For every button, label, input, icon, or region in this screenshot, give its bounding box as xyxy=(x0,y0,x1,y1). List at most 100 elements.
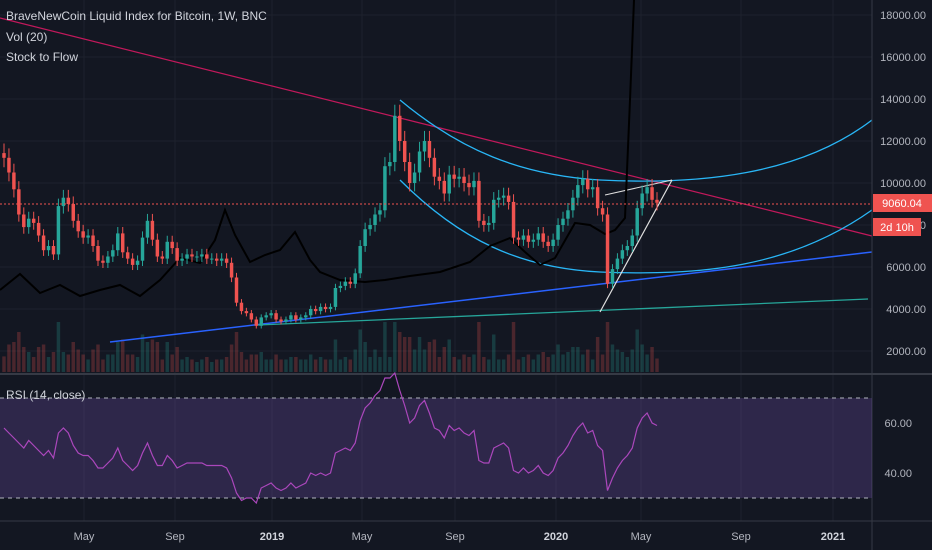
volume-bar xyxy=(264,359,268,372)
time-tick-label: May xyxy=(352,531,373,543)
volume-bar xyxy=(279,359,283,372)
time-tick-label: 2019 xyxy=(260,531,284,543)
volume-bar xyxy=(323,359,328,372)
candle-body xyxy=(27,218,31,228)
candle-body xyxy=(358,246,362,274)
breakout-top-line xyxy=(604,179,673,196)
volume-bar xyxy=(576,347,580,372)
volume-bar xyxy=(7,344,11,372)
volume-bar xyxy=(393,322,397,372)
candle-body xyxy=(586,178,590,190)
volume-bar xyxy=(36,347,41,372)
volume-bar xyxy=(477,322,481,372)
candle-body xyxy=(254,319,259,326)
last-price-value: 9060.04 xyxy=(882,198,922,210)
candle-body xyxy=(605,214,610,284)
volume-bar xyxy=(190,359,194,372)
grid-lines xyxy=(0,0,872,521)
candle-body xyxy=(175,248,179,261)
volume-bar xyxy=(120,339,125,372)
candle-body xyxy=(447,174,451,194)
time-tick-label: Sep xyxy=(731,531,751,543)
stock-to-flow-line xyxy=(0,0,635,298)
volume-bar xyxy=(605,322,610,372)
candle-body xyxy=(66,197,71,204)
volume-bar xyxy=(442,347,447,372)
candle-body xyxy=(581,178,585,186)
candle-body xyxy=(145,220,150,238)
volume-bar xyxy=(383,322,387,372)
volume-bar xyxy=(417,337,422,372)
bar-countdown: 2d 10h xyxy=(880,222,914,234)
time-tick-label: May xyxy=(631,531,652,543)
volume-bar xyxy=(135,357,140,372)
candle-body xyxy=(170,241,174,249)
trend-lines xyxy=(0,0,873,343)
candle-body xyxy=(12,172,16,190)
legend-stock-to-flow[interactable]: Stock to Flow xyxy=(6,50,79,64)
volume-bar xyxy=(482,357,486,372)
candle-body xyxy=(501,195,506,198)
legend-volume[interactable]: Vol (20) xyxy=(6,30,48,44)
candle-body xyxy=(496,197,501,200)
candle-body xyxy=(576,185,580,198)
candle-body xyxy=(363,229,367,246)
volume-bar xyxy=(219,359,224,372)
volume-bar xyxy=(210,362,214,372)
volume-bar xyxy=(175,347,179,372)
candle-body xyxy=(155,239,160,257)
time-tick-label: May xyxy=(74,531,95,543)
volume-bar xyxy=(571,347,575,372)
volume-bar xyxy=(61,352,66,372)
volume-bar xyxy=(427,342,432,372)
candle-body xyxy=(229,262,234,278)
last-price-badge: 9060.04 2d 10h xyxy=(873,194,932,236)
candle-body xyxy=(600,208,605,215)
volume-bar xyxy=(155,342,160,372)
candle-body xyxy=(264,315,268,318)
candle-body xyxy=(388,162,392,167)
volume-bar xyxy=(249,354,254,372)
volume-bar xyxy=(447,339,451,372)
volume-bar xyxy=(140,334,145,372)
candle-body xyxy=(200,254,204,257)
volume-bar xyxy=(200,359,204,372)
volume-bar xyxy=(86,359,90,372)
volume-bar xyxy=(145,342,150,372)
candle-body xyxy=(140,237,145,261)
volume-bar xyxy=(17,332,21,372)
volume-bar xyxy=(299,359,303,372)
candle-body xyxy=(299,317,303,320)
volume-bar xyxy=(333,339,338,372)
price-tick-label: 6000.00 xyxy=(886,262,926,274)
price-tick-label: 18000.00 xyxy=(880,10,926,22)
candle-body xyxy=(467,183,471,188)
candle-body xyxy=(610,269,615,284)
volume-bar xyxy=(185,357,189,372)
volume-bar xyxy=(506,354,511,372)
legend-rsi[interactable]: RSI (14, close) xyxy=(6,388,86,402)
volume-bar xyxy=(71,342,75,372)
candle-body xyxy=(506,195,511,202)
candle-body xyxy=(61,197,66,207)
candle-body xyxy=(437,176,442,181)
volume-bar xyxy=(586,349,590,372)
volume-bar xyxy=(407,337,412,372)
candle-body xyxy=(393,115,397,162)
volume-bar xyxy=(496,359,501,372)
candle-body xyxy=(86,235,90,238)
candle-body xyxy=(76,220,80,232)
volume-bar xyxy=(313,359,318,372)
volume-bar xyxy=(244,359,249,372)
volume-bar xyxy=(353,349,357,372)
volume-bar xyxy=(398,332,402,372)
volume-bar xyxy=(165,342,169,372)
time-tick-label: Sep xyxy=(445,531,465,543)
candle-body xyxy=(457,176,461,179)
volume-bar xyxy=(284,359,288,372)
candle-body xyxy=(546,241,550,246)
volume-bar xyxy=(655,358,659,372)
volume-bar xyxy=(81,354,85,372)
candle-body xyxy=(150,220,155,240)
